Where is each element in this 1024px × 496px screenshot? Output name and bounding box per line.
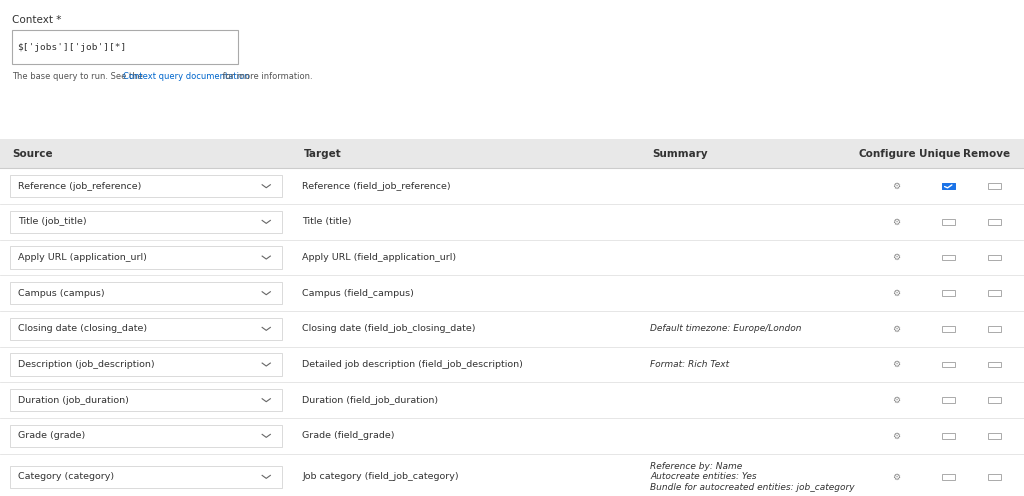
- Text: $['jobs']['job'][*]: $['jobs']['job'][*]: [17, 43, 127, 52]
- FancyBboxPatch shape: [987, 397, 1001, 403]
- Text: Summary: Summary: [652, 148, 708, 159]
- Text: ⚙: ⚙: [892, 432, 900, 440]
- Text: ⚙: ⚙: [892, 182, 900, 191]
- Bar: [0, 139, 1024, 169]
- Text: Duration (field_job_duration): Duration (field_job_duration): [302, 396, 438, 405]
- Text: Grade (field_grade): Grade (field_grade): [302, 432, 394, 440]
- Text: Title (job_title): Title (job_title): [18, 217, 87, 226]
- Text: Reference (job_reference): Reference (job_reference): [18, 182, 141, 191]
- Bar: [0, 275, 1024, 311]
- Text: Grade (grade): Grade (grade): [18, 432, 86, 440]
- Text: Format: Rich Text: Format: Rich Text: [650, 360, 729, 369]
- FancyBboxPatch shape: [10, 282, 282, 305]
- Text: Closing date (closing_date): Closing date (closing_date): [18, 324, 147, 333]
- Text: ⚙: ⚙: [892, 253, 900, 262]
- Text: ⚙: ⚙: [892, 472, 900, 482]
- Text: Closing date (field_job_closing_date): Closing date (field_job_closing_date): [302, 324, 475, 333]
- FancyBboxPatch shape: [10, 247, 282, 269]
- FancyBboxPatch shape: [12, 30, 238, 64]
- Text: Remove: Remove: [963, 148, 1010, 159]
- FancyBboxPatch shape: [942, 184, 955, 189]
- Text: ⚙: ⚙: [892, 360, 900, 369]
- Text: ⚙: ⚙: [892, 324, 900, 333]
- Text: Description (job_description): Description (job_description): [18, 360, 155, 369]
- FancyBboxPatch shape: [10, 466, 282, 488]
- Bar: [0, 347, 1024, 382]
- Text: Job category (field_job_category): Job category (field_job_category): [302, 472, 459, 482]
- FancyBboxPatch shape: [942, 362, 955, 368]
- FancyBboxPatch shape: [10, 211, 282, 233]
- FancyBboxPatch shape: [987, 326, 1001, 332]
- Text: Detailed job description (field_job_description): Detailed job description (field_job_desc…: [302, 360, 523, 369]
- Bar: [0, 418, 1024, 454]
- Text: Default timezone: Europe/London: Default timezone: Europe/London: [650, 324, 802, 333]
- FancyBboxPatch shape: [942, 254, 955, 260]
- Bar: [0, 454, 1024, 496]
- Text: Configure: Configure: [859, 148, 916, 159]
- Text: Source: Source: [12, 148, 53, 159]
- Bar: [0, 204, 1024, 240]
- Text: Title (title): Title (title): [302, 217, 351, 226]
- FancyBboxPatch shape: [942, 184, 955, 189]
- Text: ⚙: ⚙: [892, 289, 900, 298]
- Bar: [0, 240, 1024, 275]
- Text: Reference (field_job_reference): Reference (field_job_reference): [302, 182, 451, 191]
- Text: ⚙: ⚙: [892, 396, 900, 405]
- Text: Campus (campus): Campus (campus): [18, 289, 105, 298]
- FancyBboxPatch shape: [942, 326, 955, 332]
- Text: Duration (job_duration): Duration (job_duration): [18, 396, 129, 405]
- Text: Category (category): Category (category): [18, 472, 115, 482]
- FancyBboxPatch shape: [10, 389, 282, 411]
- Text: Reference by: Name
Autocreate entities: Yes
Bundle for autocreated entities: job: Reference by: Name Autocreate entities: …: [650, 462, 855, 492]
- Text: Campus (field_campus): Campus (field_campus): [302, 289, 414, 298]
- Text: Apply URL (field_application_url): Apply URL (field_application_url): [302, 253, 457, 262]
- Text: ⚙: ⚙: [892, 217, 900, 226]
- FancyBboxPatch shape: [10, 175, 282, 197]
- FancyBboxPatch shape: [942, 219, 955, 225]
- FancyBboxPatch shape: [987, 219, 1001, 225]
- Text: Apply URL (application_url): Apply URL (application_url): [18, 253, 147, 262]
- Bar: [0, 382, 1024, 418]
- Text: Context *: Context *: [12, 15, 61, 25]
- FancyBboxPatch shape: [10, 318, 282, 340]
- Text: Unique: Unique: [920, 148, 961, 159]
- FancyBboxPatch shape: [987, 184, 1001, 189]
- Text: The base query to run. See the: The base query to run. See the: [12, 72, 145, 81]
- Text: Context query documentation: Context query documentation: [123, 72, 250, 81]
- Bar: [0, 311, 1024, 347]
- FancyBboxPatch shape: [987, 433, 1001, 439]
- FancyBboxPatch shape: [942, 433, 955, 439]
- Bar: [0, 169, 1024, 204]
- FancyBboxPatch shape: [987, 474, 1001, 480]
- Text: Target: Target: [304, 148, 342, 159]
- FancyBboxPatch shape: [942, 397, 955, 403]
- Text: for more information.: for more information.: [220, 72, 312, 81]
- FancyBboxPatch shape: [10, 354, 282, 375]
- FancyBboxPatch shape: [10, 425, 282, 447]
- FancyBboxPatch shape: [942, 474, 955, 480]
- FancyBboxPatch shape: [987, 362, 1001, 368]
- FancyBboxPatch shape: [987, 290, 1001, 296]
- FancyBboxPatch shape: [987, 254, 1001, 260]
- FancyBboxPatch shape: [942, 290, 955, 296]
